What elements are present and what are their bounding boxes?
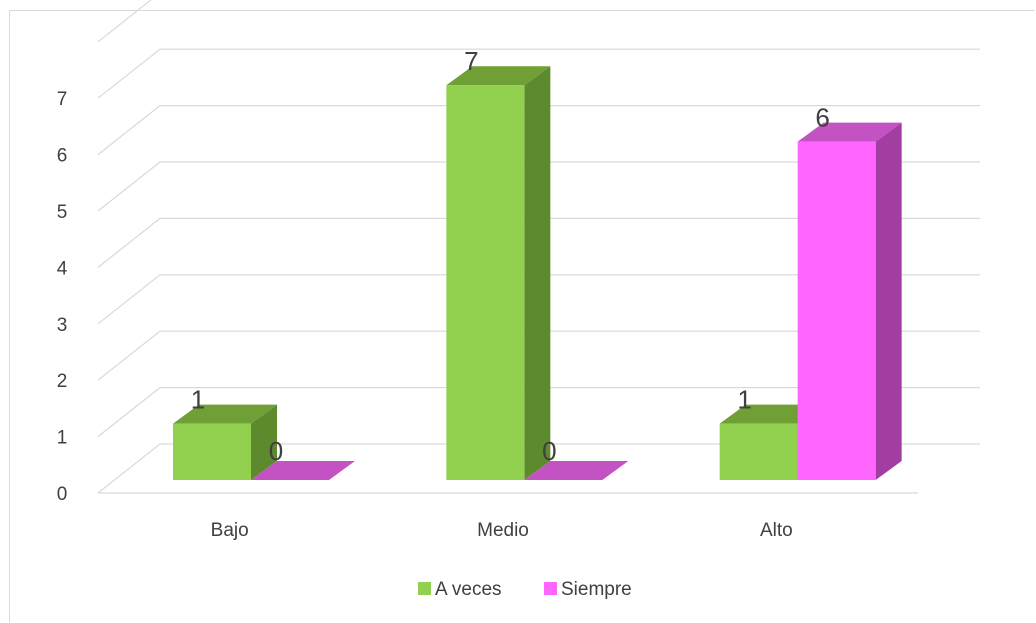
gridline (97, 274, 980, 325)
bar-front-face (719, 423, 798, 480)
data-label-siempre-medio: 0 (542, 436, 556, 466)
data-label-a-veces-bajo: 1 (191, 385, 205, 415)
y-tick-label: 2 (57, 371, 68, 392)
y-axis-ticks: 0 1 2 3 4 5 6 7 (57, 89, 68, 505)
legend-swatch (544, 582, 557, 595)
bar-siempre-alto (797, 122, 902, 480)
y-tick-label: 7 (57, 89, 68, 110)
gridline (97, 330, 980, 381)
bar-front-face (797, 141, 876, 480)
gridline (97, 387, 980, 438)
x-axis-categories: Bajo Medio Alto (211, 520, 793, 541)
y-tick-label: 3 (57, 315, 68, 336)
legend-item-a-veces: A veces (418, 579, 502, 600)
bar-top-face (797, 122, 902, 142)
data-label-siempre-alto: 6 (815, 103, 829, 133)
y-tick-label: 4 (57, 258, 68, 279)
legend-label: A veces (435, 579, 502, 600)
legend-swatch (418, 582, 431, 595)
data-label-a-veces-alto: 1 (737, 385, 751, 415)
gridline (97, 0, 152, 43)
data-label-siempre-bajo: 0 (269, 436, 283, 466)
bar-side-face (251, 404, 277, 480)
y-tick-label: 5 (57, 202, 68, 223)
bar-side-face (524, 66, 551, 480)
bars (173, 66, 902, 480)
bar-top-face (173, 404, 277, 424)
gridline (97, 443, 980, 494)
gridline (97, 161, 980, 212)
legend-label: Siempre (561, 579, 632, 600)
data-label-a-veces-medio: 7 (464, 46, 478, 76)
chart-frame (9, 10, 1035, 622)
bar-siempre-bajo (251, 461, 355, 480)
bar-a-veces-bajo (173, 404, 277, 480)
gridlines (97, 0, 980, 494)
x-category-label: Bajo (211, 520, 249, 541)
bar-flat-face (251, 461, 355, 480)
gridline (97, 217, 980, 268)
gridline (97, 48, 980, 99)
bar-siempre-medio (524, 461, 629, 480)
bar-front-face (446, 85, 525, 480)
x-category-label: Alto (760, 520, 793, 541)
data-labels: 1 0 7 0 1 6 (191, 46, 830, 466)
bar-flat-face (524, 461, 629, 480)
bar-a-veces-medio (446, 66, 551, 480)
legend: A veces Siempre (418, 579, 632, 600)
gridline (97, 104, 980, 156)
bar-side-face (875, 122, 902, 480)
bar-front-face (173, 423, 251, 480)
bar-top-face (446, 66, 551, 86)
y-tick-label: 1 (57, 428, 68, 449)
y-tick-label: 6 (57, 146, 68, 167)
legend-item-siempre: Siempre (544, 579, 632, 600)
x-category-label: Medio (477, 520, 529, 541)
y-tick-label: 0 (57, 484, 68, 505)
